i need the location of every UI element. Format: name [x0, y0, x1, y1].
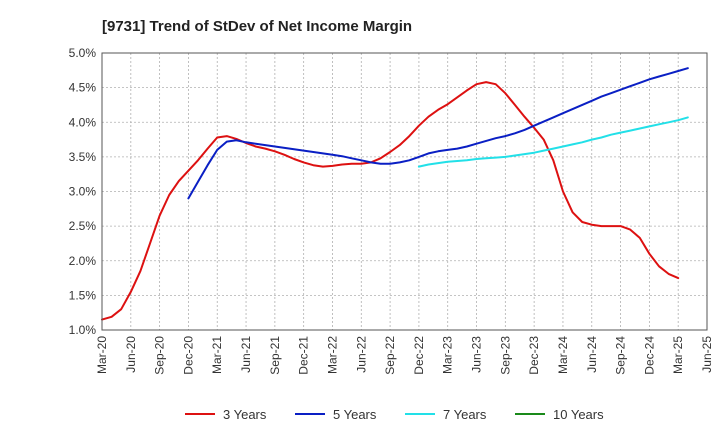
chart-title: [9731] Trend of StDev of Net Income Marg… [102, 18, 412, 35]
x-tick-label: Jun-20 [124, 336, 138, 373]
y-tick-label: 2.5% [69, 219, 97, 233]
x-axis-tick-labels: Mar-20 Jun-20 Sep-20 Dec-20 Mar-21 Jun-21 Sep-… [95, 336, 714, 375]
x-tick-label: Dec-22 [412, 336, 426, 375]
x-tick-label: Dec-21 [297, 336, 311, 375]
x-tick-label: Sep-23 [498, 336, 512, 375]
y-tick-label: 5.0% [69, 46, 97, 60]
x-tick-label: Mar-21 [210, 336, 224, 374]
x-tick-label: Jun-24 [585, 336, 599, 373]
x-tick-label: Mar-20 [95, 336, 109, 374]
x-tick-label: Jun-21 [239, 336, 253, 373]
x-tick-label: Jun-23 [470, 336, 484, 373]
y-axis-tick-labels: 1.0% 1.5% 2.0% 2.5% 3.0% 3.5% 4.0% 4.5% 5.0% [69, 46, 97, 337]
legend: 3 Years 5 Years 7 Years 10 Years [185, 407, 604, 422]
x-tick-label: Dec-24 [642, 336, 656, 375]
series-line-3-years [101, 81, 680, 321]
legend-label: 7 Years [443, 407, 487, 422]
y-tick-label: 1.5% [69, 288, 97, 302]
x-tick-label: Sep-21 [268, 336, 282, 375]
legend-label: 3 Years [223, 407, 267, 422]
y-tick-label: 4.5% [69, 81, 97, 95]
series-line-7-years [417, 116, 689, 168]
series-line-5-years [187, 67, 689, 200]
x-tick-label: Jun-22 [354, 336, 368, 373]
y-tick-label: 3.0% [69, 185, 97, 199]
series-lines [101, 67, 689, 321]
x-tick-label: Sep-24 [614, 336, 628, 375]
x-tick-label: Jun-25 [700, 336, 714, 373]
x-tick-label: Sep-22 [383, 336, 397, 375]
x-tick-label: Dec-20 [181, 336, 195, 375]
y-tick-label: 4.0% [69, 115, 97, 129]
y-tick-label: 2.0% [69, 254, 97, 268]
x-tick-label: Mar-25 [671, 336, 685, 374]
x-tick-label: Sep-20 [153, 336, 167, 375]
legend-label: 10 Years [553, 407, 604, 422]
x-tick-label: Mar-23 [441, 336, 455, 374]
y-tick-label: 3.5% [69, 150, 97, 164]
legend-label: 5 Years [333, 407, 377, 422]
x-tick-label: Mar-22 [325, 336, 339, 374]
y-tick-label: 1.0% [69, 323, 97, 337]
x-tick-label: Mar-24 [556, 336, 570, 374]
plot-area-frame [101, 52, 708, 331]
x-tick-label: Dec-23 [527, 336, 541, 375]
